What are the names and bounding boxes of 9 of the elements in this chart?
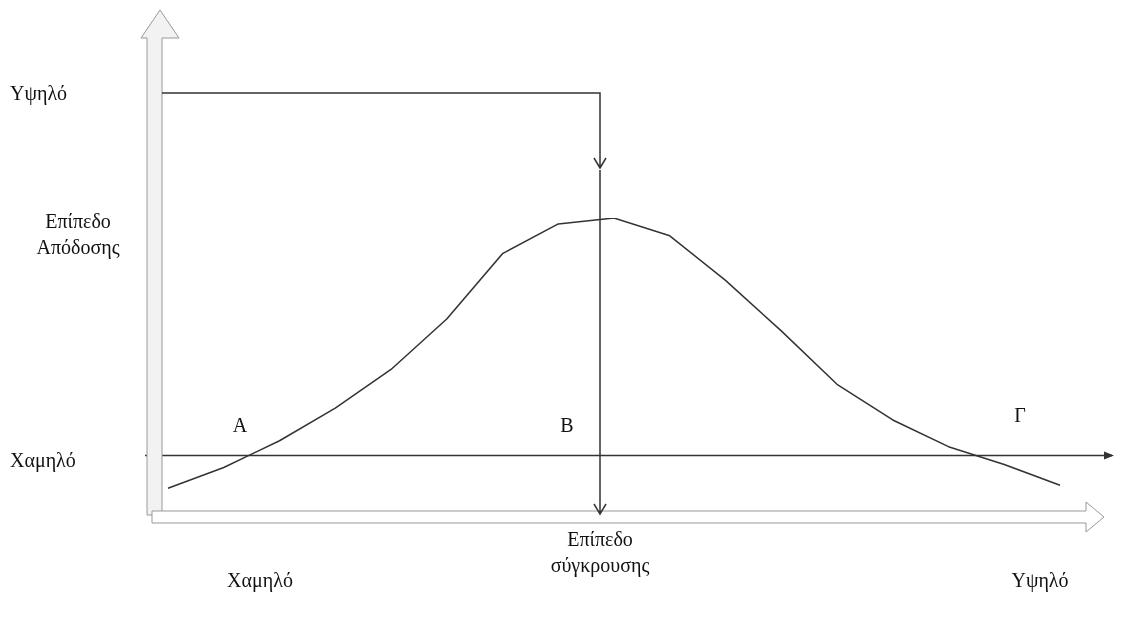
text: Χαμηλό — [10, 448, 76, 473]
y-axis-title: Επίπεδο Απόδοσης — [35, 209, 121, 260]
x-axis-title: Επίπεδο σύγκρουσης — [549, 527, 651, 578]
annotation: Γ — [1014, 403, 1026, 428]
text: Υψηλό — [1011, 568, 1069, 593]
text: Υψηλό — [10, 81, 68, 106]
text: Χαμηλό — [227, 568, 293, 593]
annotation: B — [560, 413, 574, 438]
annotation: A — [232, 413, 248, 438]
